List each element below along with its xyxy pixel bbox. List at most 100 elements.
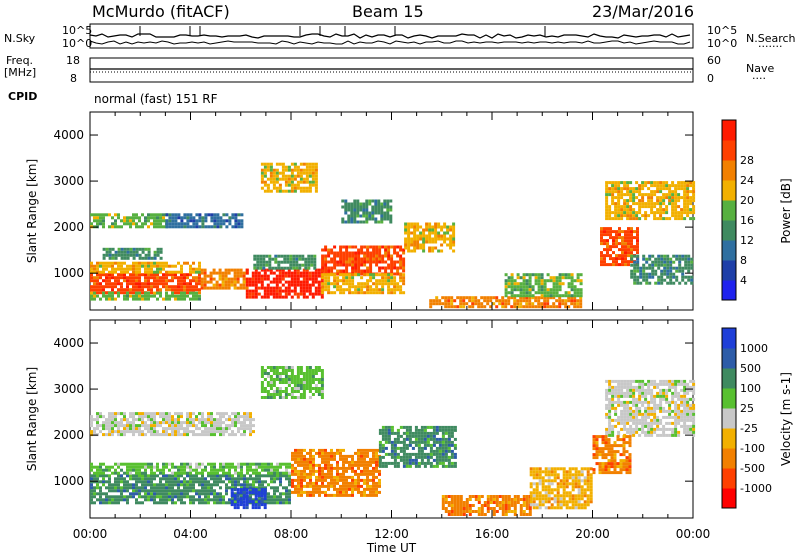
power-cell: [93, 270, 96, 274]
velocity-cell: [342, 481, 345, 485]
power-cell: [674, 217, 678, 221]
power-cell: [570, 299, 574, 303]
power-cell: [342, 251, 346, 255]
power-cell: [260, 171, 264, 175]
power-cell: [141, 297, 144, 301]
velocity-cell: [447, 461, 451, 465]
power-cell: [654, 272, 658, 276]
velocity-cell: [396, 434, 400, 438]
power-cell: [286, 257, 290, 261]
power-cell: [165, 225, 169, 229]
power-cell: [606, 251, 609, 255]
power-cell: [353, 214, 357, 218]
power-cell: [434, 237, 438, 241]
power-cell: [293, 165, 297, 169]
velocity-cell: [550, 503, 554, 507]
power-cell: [174, 288, 177, 292]
power-cell: [159, 294, 162, 298]
velocity-cell: [363, 481, 366, 485]
velocity-cell: [111, 471, 114, 475]
velocity-cell: [236, 500, 240, 504]
velocity-cell: [120, 468, 123, 472]
power-cell: [425, 225, 429, 229]
power-cell: [189, 285, 192, 289]
velocity-cell: [177, 471, 180, 475]
velocity-cell: [255, 474, 258, 478]
velocity-cell: [231, 483, 234, 487]
power-cell: [302, 277, 306, 281]
power-cell: [579, 302, 583, 306]
velocity-cell: [117, 495, 120, 499]
velocity-cell: [240, 495, 243, 499]
velocity-cell: [435, 425, 439, 429]
power-cell: [324, 276, 328, 280]
power-cell: [681, 266, 685, 270]
velocity-cell: [147, 412, 150, 416]
power-cell: [209, 280, 213, 284]
velocity-cell: [501, 513, 505, 516]
power-cell: [221, 271, 225, 275]
power-cell: [123, 276, 126, 280]
power-cell: [299, 180, 303, 184]
velocity-cell: [300, 469, 303, 473]
power-cell: [410, 225, 414, 229]
velocity-cell: [423, 464, 427, 468]
power-cell: [659, 211, 663, 215]
velocity-cell: [532, 488, 536, 492]
velocity-cell: [297, 472, 300, 476]
power-cell: [253, 266, 257, 270]
velocity-cell: [236, 497, 240, 501]
power-cell: [213, 213, 217, 217]
power-cell: [105, 282, 108, 286]
velocity-cell: [423, 431, 427, 435]
velocity-cell: [417, 440, 421, 444]
power-cell: [656, 208, 660, 212]
velocity-cell: [441, 495, 445, 498]
power-cell: [93, 279, 96, 283]
power-cell: [662, 184, 666, 188]
velocity-cell: [96, 492, 99, 496]
power-cell: [266, 189, 270, 193]
velocity-cell: [309, 460, 312, 464]
power-cell: [390, 257, 394, 261]
power-cell: [242, 274, 246, 278]
velocity-cell: [245, 506, 249, 510]
power-cell: [228, 219, 232, 223]
power-cell: [129, 279, 132, 283]
power-cell: [284, 183, 288, 187]
power-cell: [344, 208, 348, 212]
velocity-cell: [378, 440, 382, 444]
power-cell: [296, 295, 300, 299]
velocity-cell: [438, 458, 442, 462]
velocity-cell: [168, 415, 171, 419]
power-cell: [284, 274, 288, 278]
velocity-cell: [417, 443, 421, 447]
power-cell: [171, 222, 175, 226]
power-cell: [198, 270, 201, 274]
power-cell: [339, 288, 343, 292]
power-cell: [298, 266, 302, 270]
power-cell: [138, 261, 141, 265]
power-cell: [632, 211, 636, 215]
power-cell: [669, 263, 673, 267]
power-cell: [624, 248, 627, 252]
power-cell: [348, 254, 352, 258]
velocity-cell: [126, 430, 129, 434]
velocity-cell: [296, 369, 300, 372]
power-cell: [295, 254, 299, 258]
velocity-cell: [207, 412, 210, 416]
power-cell: [272, 171, 276, 175]
velocity-cell: [240, 427, 243, 431]
velocity-cell: [287, 378, 291, 381]
velocity-cell: [168, 483, 171, 487]
velocity-cell: [321, 466, 324, 470]
velocity-cell: [192, 412, 195, 416]
power-cell: [617, 187, 621, 191]
velocity-cell: [108, 427, 111, 431]
power-cell: [180, 279, 183, 283]
velocity-cell: [123, 418, 126, 422]
velocity-cell: [219, 421, 222, 425]
velocity-cell: [296, 381, 300, 384]
power-cell: [452, 240, 456, 244]
velocity-cell: [429, 425, 433, 429]
